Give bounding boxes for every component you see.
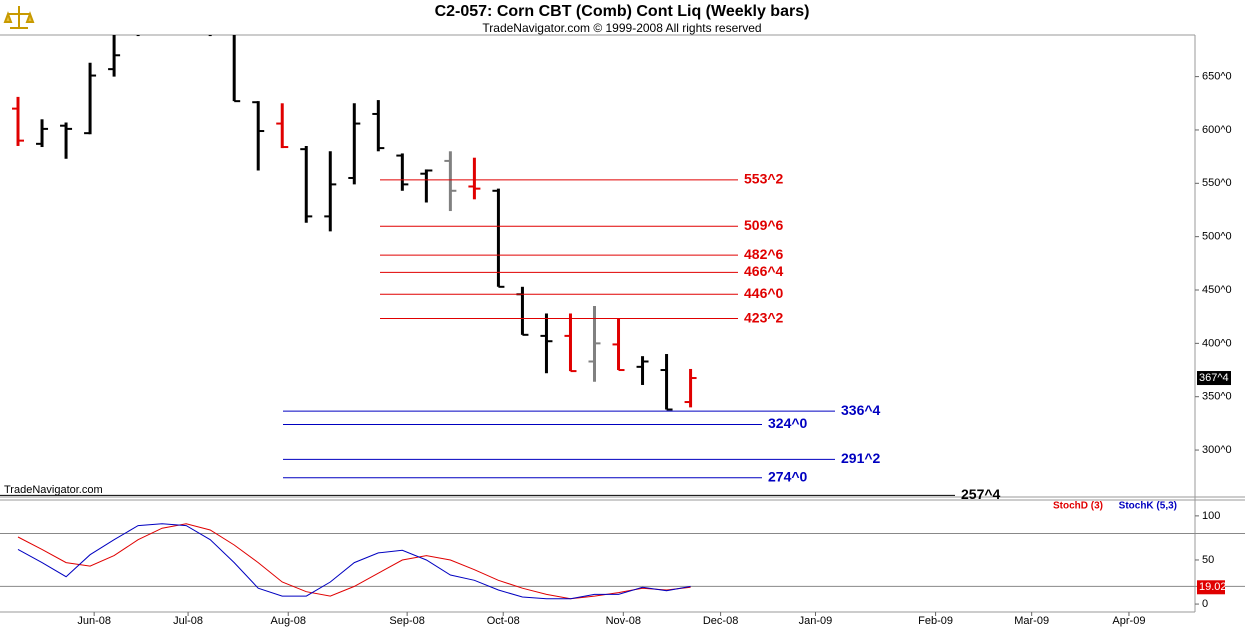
last-value-box [1197, 580, 1225, 595]
level-label: 553^2 [744, 171, 784, 187]
price-pane [12, 35, 697, 411]
last-value-label: 19.02 [1199, 581, 1227, 593]
last-price-label: 367^4 [1199, 372, 1229, 384]
chart-title: C2-057: Corn CBT (Comb) Cont Liq (Weekly… [435, 3, 810, 20]
y-tick-label: 300^0 [1202, 444, 1232, 456]
x-tick-label: Jun-08 [77, 615, 111, 627]
level-label: 336^4 [841, 402, 881, 418]
chart-subtitle: TradeNavigator.com © 1999-2008 All right… [482, 21, 761, 35]
last-price-box [1197, 371, 1231, 386]
x-tick-label: Mar-09 [1014, 615, 1049, 627]
y-tick-label: 450^0 [1202, 284, 1232, 296]
logo [3, 4, 35, 32]
level-label: 274^0 [768, 468, 808, 484]
x-tick-label: Feb-09 [918, 615, 953, 627]
y-tick-label: 0 [1202, 598, 1208, 610]
y-tick-label: 600^0 [1202, 124, 1232, 136]
y-tick-label: 650^0 [1202, 71, 1232, 83]
stoch-line [17, 523, 691, 600]
y-tick-label: 350^0 [1202, 391, 1232, 403]
x-tick-label: Sep-08 [389, 615, 424, 627]
x-tick-label: Jul-08 [173, 615, 203, 627]
x-tick-label: Aug-08 [270, 615, 305, 627]
legend-entry: StochK (5,3) [1119, 501, 1177, 512]
watermark: TradeNavigator.com [4, 484, 103, 496]
x-tick-label: Jan-09 [799, 615, 833, 627]
level-label: 509^6 [744, 217, 784, 233]
level-label: 291^2 [841, 450, 881, 466]
x-tick-label: Oct-08 [487, 615, 520, 627]
x-tick-label: Nov-08 [606, 615, 641, 627]
legend-entry: StochD (3) [1053, 501, 1103, 512]
stoch-line [17, 523, 691, 600]
level-label: 257^4 [961, 486, 1001, 502]
x-tick-label: Apr-09 [1112, 615, 1145, 627]
y-tick-label: 400^0 [1202, 337, 1232, 349]
y-tick-label: 100 [1202, 510, 1220, 522]
level-label: 482^6 [744, 246, 784, 262]
level-label: 423^2 [744, 309, 784, 325]
level-label: 324^0 [768, 415, 808, 431]
level-label: 446^0 [744, 285, 784, 301]
level-label: 466^4 [744, 263, 784, 279]
x-tick-label: Dec-08 [703, 615, 738, 627]
y-tick-label: 500^0 [1202, 231, 1232, 243]
y-tick-label: 550^0 [1202, 177, 1232, 189]
y-tick-label: 50 [1202, 554, 1214, 566]
